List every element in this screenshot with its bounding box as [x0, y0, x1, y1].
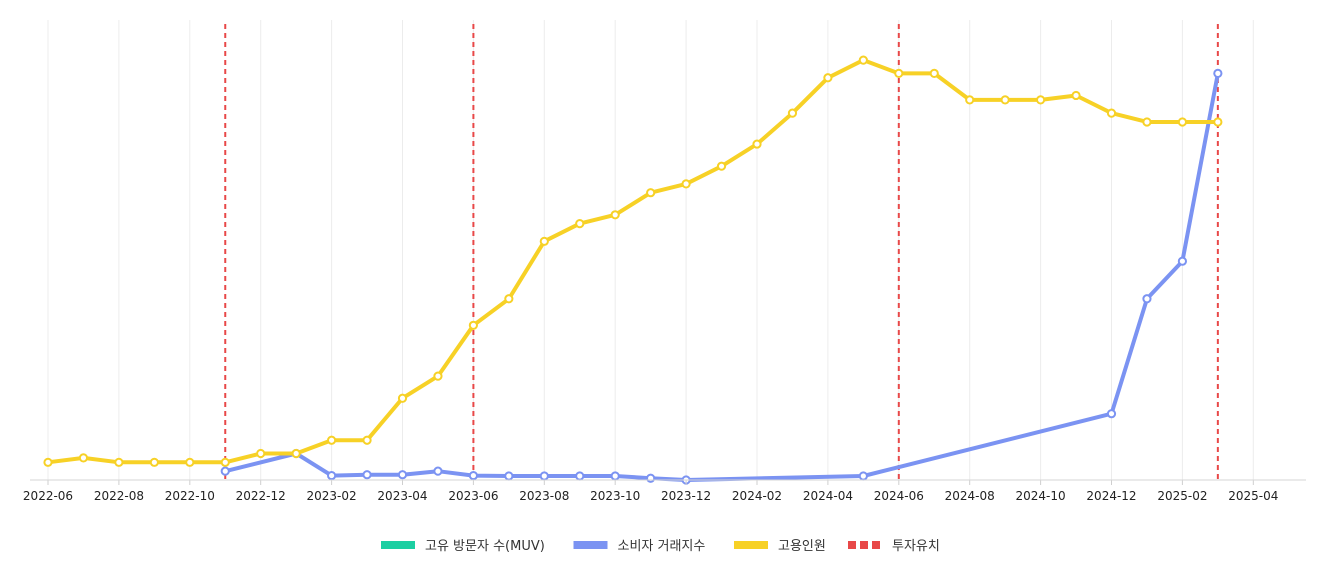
legend-swatch: [872, 541, 880, 549]
legend-label: 고용인원: [778, 539, 826, 554]
legend: 고유 방문자 수(MUV) 소비자 거래지수 고용인원 투자유치: [381, 539, 940, 554]
x-tick-label: 2024-12: [1086, 489, 1136, 503]
data-point[interactable]: [681, 179, 691, 189]
legend-item[interactable]: 투자유치: [848, 539, 940, 554]
data-point[interactable]: [894, 68, 904, 78]
legend-item[interactable]: 고유 방문자 수(MUV): [381, 539, 545, 554]
series-line: [223, 71, 1220, 482]
data-point[interactable]: [646, 473, 656, 483]
x-tick-label: 2023-02: [307, 489, 357, 503]
data-point[interactable]: [1000, 95, 1010, 105]
data-point[interactable]: [185, 457, 195, 467]
x-tick-label: 2022-08: [94, 489, 144, 503]
data-point[interactable]: [823, 73, 833, 83]
data-point[interactable]: [468, 320, 478, 330]
data-point[interactable]: [965, 95, 975, 105]
data-point[interactable]: [43, 457, 53, 467]
data-point[interactable]: [1071, 90, 1081, 101]
data-point[interactable]: [575, 471, 585, 481]
grid-layer: [47, 20, 1254, 480]
x-tick-label: 2024-02: [732, 489, 782, 503]
data-point[interactable]: [220, 466, 230, 476]
data-point[interactable]: [539, 236, 549, 246]
data-point[interactable]: [858, 471, 868, 481]
x-tick-label: 2023-06: [448, 489, 498, 503]
data-point[interactable]: [575, 219, 585, 229]
data-point[interactable]: [1142, 294, 1152, 304]
x-tick-label: 2024-06: [874, 489, 924, 503]
x-tick-label: 2022-06: [23, 489, 73, 503]
data-point[interactable]: [291, 448, 301, 459]
investment-marker-layer: [224, 24, 1219, 480]
data-point[interactable]: [1177, 117, 1188, 127]
data-point[interactable]: [929, 68, 939, 78]
x-axis: 2022-06 2022-08 2022-10 2022-12 2023-02 2023-…: [23, 479, 1306, 503]
data-point[interactable]: [1106, 108, 1117, 118]
data-point[interactable]: [752, 139, 762, 149]
legend-swatch: [848, 541, 856, 549]
data-point[interactable]: [397, 393, 408, 403]
data-point[interactable]: [114, 457, 124, 467]
data-point[interactable]: [433, 371, 443, 381]
data-point[interactable]: [362, 470, 372, 480]
x-tick-label: 2024-10: [1016, 489, 1066, 503]
data-point[interactable]: [610, 210, 620, 220]
x-tick-label: 2025-04: [1228, 489, 1278, 503]
data-point[interactable]: [716, 161, 727, 171]
x-tick-label: 2022-10: [165, 489, 215, 503]
data-point[interactable]: [468, 470, 478, 481]
legend-label: 고유 방문자 수(MUV): [425, 539, 545, 554]
data-point[interactable]: [787, 108, 798, 118]
data-point[interactable]: [1106, 409, 1117, 419]
x-tick-label: 2024-08: [945, 489, 995, 503]
data-point[interactable]: [433, 466, 443, 476]
data-point[interactable]: [504, 294, 514, 304]
data-point[interactable]: [256, 448, 266, 459]
series-line: [46, 58, 1220, 465]
data-point[interactable]: [1142, 117, 1152, 127]
data-point[interactable]: [327, 435, 337, 445]
data-point[interactable]: [362, 435, 372, 445]
x-tick-label: 2024-04: [803, 489, 853, 503]
data-point[interactable]: [149, 457, 159, 467]
legend-label: 투자유치: [892, 539, 940, 554]
data-point[interactable]: [1177, 256, 1188, 266]
data-point[interactable]: [78, 453, 89, 463]
x-tick-label: 2023-08: [519, 489, 569, 503]
data-point[interactable]: [610, 471, 620, 481]
data-point[interactable]: [397, 470, 408, 480]
legend-swatch: [860, 541, 868, 549]
legend-label: 소비자 거래지수: [618, 539, 706, 554]
legend-item[interactable]: 소비자 거래지수: [573, 539, 706, 554]
legend-item[interactable]: 고용인원: [734, 539, 826, 554]
x-tick-label: 2023-12: [661, 489, 711, 503]
legend-swatch: [573, 541, 608, 549]
data-point[interactable]: [1213, 117, 1223, 127]
x-tick-label: 2023-10: [590, 489, 640, 503]
series-layer: [43, 55, 1223, 485]
data-point[interactable]: [220, 457, 230, 467]
data-point[interactable]: [858, 55, 868, 65]
x-tick-label: 2023-04: [377, 489, 427, 503]
legend-swatch: [734, 541, 768, 549]
data-point[interactable]: [646, 188, 656, 198]
data-point[interactable]: [539, 471, 549, 481]
x-tick-label: 2022-12: [236, 489, 286, 503]
x-tick-label: 2025-02: [1157, 489, 1207, 503]
legend-swatch: [381, 541, 415, 549]
data-point[interactable]: [1036, 95, 1046, 105]
data-point[interactable]: [504, 471, 514, 481]
data-point[interactable]: [1213, 68, 1223, 78]
data-point[interactable]: [327, 470, 337, 481]
